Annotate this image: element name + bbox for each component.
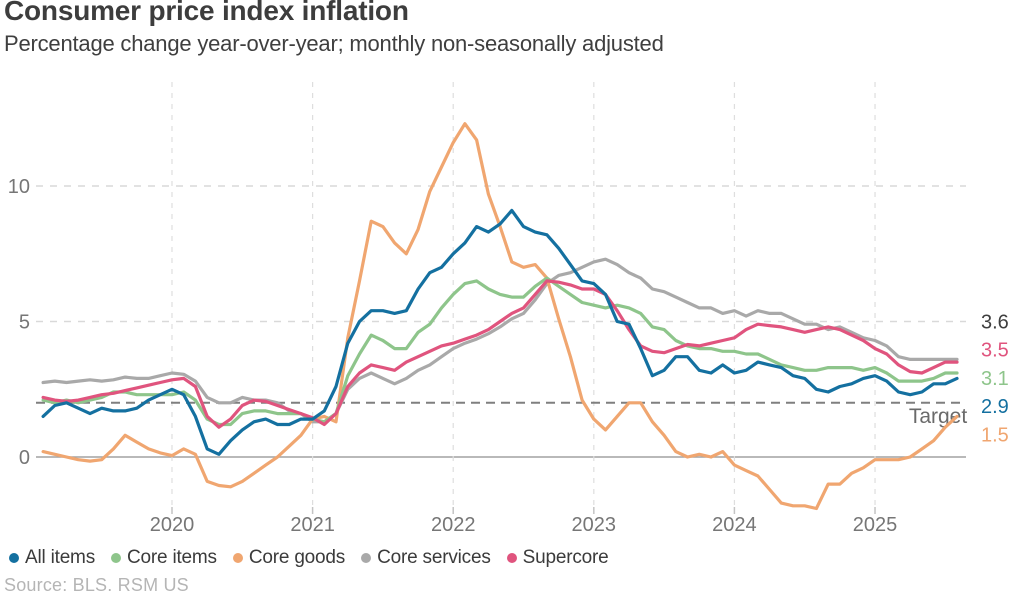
legend-dot-icon	[232, 553, 243, 563]
value-label-supercore: 3.5	[981, 340, 1009, 362]
legend: All items Core items Core goods Core servic…	[9, 547, 609, 569]
series-line-all-items	[41, 208, 959, 456]
legend-dot-icon	[9, 553, 19, 563]
value-label-all-items: 2.9	[981, 396, 1009, 418]
legend-label: All items	[25, 547, 95, 568]
legend-label: Core services	[377, 547, 491, 568]
series-line-core-items	[41, 276, 959, 427]
x-axis-label: 2020	[150, 514, 195, 536]
page-subtitle: Percentage change year-over-year; monthl…	[4, 31, 664, 56]
y-axis-label: 5	[19, 312, 30, 334]
series-line-supercore	[41, 279, 959, 429]
value-label-core-items: 3.1	[981, 368, 1009, 390]
x-axis-label: 2021	[290, 514, 335, 536]
legend-item-core-services: Core services	[361, 547, 491, 569]
legend-dot-icon	[506, 553, 517, 563]
y-axis-label: 0	[19, 447, 30, 469]
x-axis-label: 2023	[572, 514, 617, 536]
page-title: Consumer price index inflation	[4, 0, 409, 26]
legend-dot-icon	[361, 553, 372, 563]
series-line-core-services	[41, 257, 959, 424]
legend-dot-icon	[111, 553, 121, 563]
legend-item-core-items: Core items	[111, 547, 217, 569]
legend-label: Core items	[127, 547, 217, 568]
value-label-core-services: 3.6	[981, 311, 1009, 333]
legend-label: Core goods	[248, 547, 346, 568]
value-label-core-goods: 1.5	[981, 424, 1009, 446]
legend-item-core-goods: Core goods	[232, 547, 346, 569]
x-axis-label: 2022	[431, 514, 476, 536]
x-axis-label: 2024	[712, 514, 757, 536]
legend-item-supercore: Supercore	[506, 547, 609, 569]
legend-item-all-items: All items	[9, 547, 95, 569]
series-line-core-goods	[41, 122, 959, 511]
legend-label: Supercore	[522, 547, 609, 568]
x-axis-label: 2025	[853, 514, 898, 536]
y-axis-label: 10	[8, 176, 30, 198]
source-note: Source: BLS. RSM US	[4, 575, 189, 595]
